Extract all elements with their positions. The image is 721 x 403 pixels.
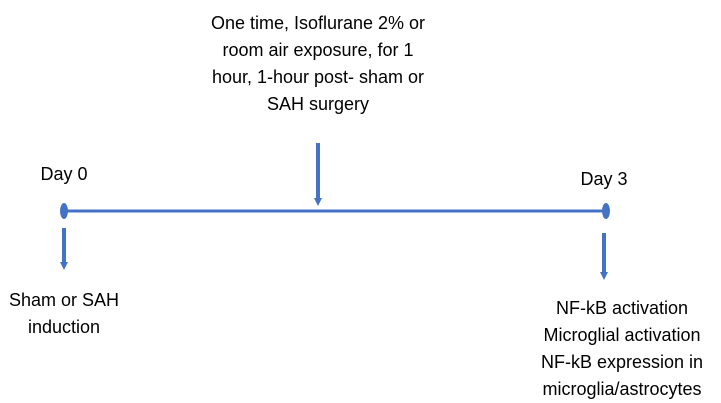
day-label: Day 0 [40, 164, 87, 184]
note-line: room air exposure, for 1 [222, 40, 413, 60]
note-line: Microglial activation [543, 325, 700, 345]
end-note: NF-kB activation Microglial activation NF-… [541, 298, 703, 399]
note-line: NF-kB expression in [541, 352, 703, 372]
top-note: One time, Isoflurane 2% or room air expos… [211, 13, 425, 114]
note-line: NF-kB activation [556, 298, 688, 318]
start-node [60, 203, 68, 219]
note-line: SAH surgery [267, 94, 369, 114]
note-line: induction [28, 317, 100, 337]
start-note: Sham or SAH induction [9, 290, 119, 337]
note-line: microglia/astrocytes [542, 379, 701, 399]
end-node [602, 203, 610, 219]
note-line: hour, 1-hour post- sham or [212, 67, 424, 87]
note-line: Sham or SAH [9, 290, 119, 310]
note-line: One time, Isoflurane 2% or [211, 13, 425, 33]
day-label: Day 3 [580, 169, 627, 189]
